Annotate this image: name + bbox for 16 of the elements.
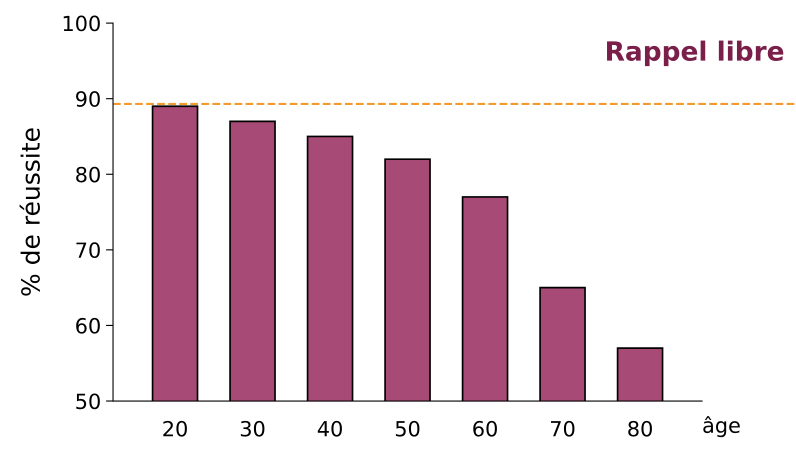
x-tick-label: 40 (318, 420, 342, 437)
y-tick-label: 60 (76, 318, 100, 334)
x-axis-title: âge (703, 416, 740, 438)
y-tick-label: 70 (76, 242, 100, 258)
x-tick-label: 70 (551, 420, 574, 437)
y-tick-label: 90 (76, 91, 100, 107)
x-tick-label: 80 (628, 420, 652, 437)
x-tick-label: 60 (473, 420, 497, 437)
text: Rappel libre (607, 40, 784, 66)
y-axis-title: % de réussite (20, 128, 40, 296)
y-tick-label: 50 (76, 393, 100, 410)
y-tick-label: 100 (64, 16, 100, 32)
x-tick-label: 50 (396, 420, 420, 437)
x-tick-label: 30 (240, 420, 264, 437)
x-tick-label: 20 (163, 420, 187, 437)
y-tick-label: 80 (76, 166, 100, 182)
